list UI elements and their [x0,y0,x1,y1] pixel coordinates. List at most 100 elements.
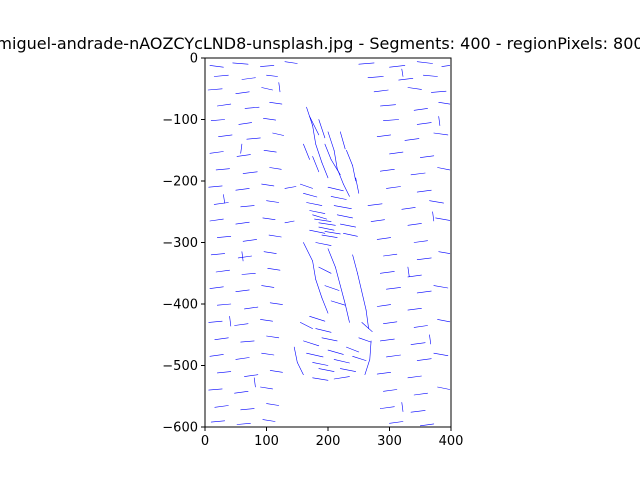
segment-line-8 [213,74,229,77]
segment-line-145 [312,125,317,145]
segment-line-146 [315,143,323,163]
segment-line-71 [413,240,428,243]
segment-line-41 [419,155,435,158]
x-axis: 0 100 200 300 400 [201,427,464,449]
segment-line-4 [358,62,375,65]
segment-line-20 [217,103,232,107]
segment-line-177 [318,222,336,226]
segment-line-129 [262,419,276,422]
segment-line-83 [209,286,224,289]
segment-line-106 [235,357,250,360]
segment-line-111 [217,371,232,374]
segment-line-195 [309,315,326,322]
segment-line-143 [401,402,404,412]
segment-line-46 [410,172,426,176]
segment-line-198 [299,322,313,329]
y-tick-label: −300 [162,236,198,251]
y-tick-label: −600 [162,421,198,436]
segment-line-25 [438,102,451,105]
segment-line-215 [333,376,350,380]
segment-line-204 [333,359,350,364]
y-tick-label: 0 [190,52,198,67]
segment-line-22 [269,102,283,105]
plot-area [204,57,452,428]
y-tick-label: −100 [162,113,198,128]
segment-line-179 [309,229,326,234]
segment-line-55 [240,205,255,208]
segment-line-59 [429,200,444,204]
segment-line-160 [303,143,310,160]
segment-line-26 [210,119,225,121]
segment-line-82 [407,274,422,278]
segment-line-150 [333,150,338,169]
segment-line-33 [272,132,285,136]
segment-line-126 [410,410,426,413]
segment-line-0 [209,65,224,68]
segment-line-16 [261,87,273,91]
segment-line-17 [373,89,389,93]
segment-line-132 [401,68,404,77]
x-tick-label: 300 [377,434,402,449]
segment-line-196 [315,328,332,333]
segment-line-87 [416,290,432,294]
segment-line-189 [357,272,363,293]
segment-line-90 [244,306,259,310]
segment-line-102 [266,335,280,339]
segment-line-169 [315,242,332,246]
segment-line-176 [312,214,328,220]
segment-line-212 [369,340,372,360]
segment-line-9 [241,77,256,80]
segment-line-199 [303,340,320,347]
segment-line-101 [240,340,255,343]
segment-line-172 [333,205,352,209]
segment-line-197 [321,337,338,342]
segment-line-164 [306,202,323,206]
segment-line-127 [210,420,225,423]
segment-line-6 [416,61,433,64]
segment-line-68 [242,239,258,242]
segment-line-11 [367,76,384,78]
segment-line-193 [324,285,340,291]
segment-line-73 [237,255,252,259]
segment-line-92 [376,304,392,307]
segment-line-43 [242,171,258,174]
segment-line-188 [352,254,358,274]
segment-line-39 [263,150,277,153]
segment-line-194 [330,300,346,306]
segment-line-133 [278,82,281,93]
segment-line-136 [223,194,225,204]
segment-line-84 [235,289,250,293]
segment-line-124 [266,403,280,406]
segment-line-119 [383,389,398,392]
segment-line-21 [244,106,260,109]
segment-line-67 [217,236,232,238]
segment-line-163 [303,193,318,198]
segment-line-156 [346,150,353,166]
segment-line-187 [344,303,350,323]
y-tick-label: −500 [162,359,198,374]
segment-line-116 [208,388,223,391]
segment-line-36 [433,132,449,136]
segment-line-104 [410,342,426,345]
segment-line-88 [433,285,449,289]
segment-line-157 [352,165,357,182]
segment-line-122 [214,405,229,408]
segment-line-103 [379,338,395,342]
segment-line-140 [229,315,232,327]
segment-line-61 [235,221,250,225]
segment-line-14 [207,88,223,91]
segment-line-3 [284,61,298,64]
segment-line-27 [238,122,252,125]
segment-line-138 [241,251,244,262]
segment-line-113 [269,370,283,373]
segment-line-29 [383,119,400,121]
x-tick-label: 400 [439,434,464,449]
segment-line-35 [404,138,420,141]
segment-line-91 [269,302,283,305]
segment-line-191 [365,309,369,329]
segment-line-131 [419,423,435,427]
segment-line-69 [268,234,282,238]
segment-line-185 [335,266,341,286]
segment-line-34 [376,134,392,137]
segment-line-200 [306,352,324,358]
